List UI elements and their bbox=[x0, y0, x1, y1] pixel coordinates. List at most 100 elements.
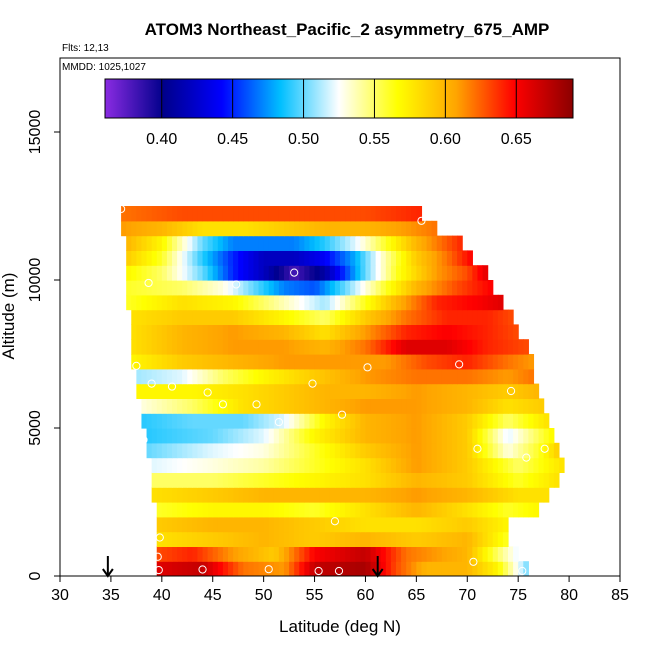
heatmap-cell bbox=[177, 383, 183, 399]
heatmap-cell bbox=[126, 280, 132, 296]
heatmap-cell bbox=[161, 206, 168, 222]
heatmap-cell bbox=[314, 457, 321, 473]
heatmap-cell bbox=[370, 206, 377, 222]
heatmap-cell bbox=[258, 546, 265, 562]
heatmap-cell bbox=[416, 368, 423, 385]
heatmap-cell bbox=[426, 472, 433, 488]
heatmap-cell bbox=[166, 398, 173, 414]
heatmap-cell bbox=[518, 368, 524, 385]
heatmap-cell bbox=[238, 265, 244, 281]
heatmap-cell bbox=[340, 206, 346, 222]
heatmap-cell bbox=[253, 487, 260, 503]
heatmap-cell bbox=[243, 398, 249, 414]
heatmap-cell bbox=[217, 250, 224, 266]
heatmap-cell bbox=[396, 294, 402, 311]
heatmap-cell bbox=[222, 502, 229, 518]
heatmap-cell bbox=[345, 220, 351, 237]
heatmap-cell bbox=[197, 309, 204, 325]
heatmap-cell bbox=[146, 428, 153, 444]
heatmap-cell bbox=[401, 457, 407, 473]
heatmap-cell bbox=[457, 368, 463, 385]
heatmap-cell bbox=[467, 531, 473, 547]
heatmap-cell bbox=[513, 442, 519, 459]
heatmap-cell bbox=[487, 546, 494, 562]
heatmap-cell bbox=[197, 561, 204, 576]
heatmap-cell bbox=[340, 383, 346, 399]
heatmap-cell bbox=[396, 368, 402, 385]
heatmap-cell bbox=[141, 280, 148, 296]
heatmap-cell bbox=[390, 428, 397, 444]
heatmap-cell bbox=[309, 324, 316, 340]
heatmap-cell bbox=[243, 280, 249, 296]
heatmap-cell bbox=[380, 383, 387, 399]
heatmap-cell bbox=[431, 531, 438, 547]
heatmap-cell bbox=[294, 250, 300, 266]
heatmap-cell bbox=[370, 428, 377, 444]
heatmap-cell bbox=[319, 413, 326, 429]
heatmap-cell bbox=[385, 368, 392, 385]
heatmap-cell bbox=[523, 561, 529, 576]
heatmap-cell bbox=[370, 398, 377, 414]
heatmap-cell bbox=[141, 309, 148, 325]
heatmap-cell bbox=[156, 368, 163, 385]
heatmap-cell bbox=[365, 457, 372, 473]
sample-point bbox=[522, 453, 531, 462]
heatmap-cell bbox=[314, 516, 321, 533]
heatmap-cell bbox=[329, 531, 336, 547]
heatmap-cell bbox=[329, 339, 336, 355]
heatmap-cell bbox=[487, 413, 494, 429]
heatmap-cell bbox=[401, 235, 407, 251]
heatmap-cell bbox=[441, 250, 448, 266]
heatmap-cell bbox=[299, 235, 305, 251]
heatmap-cell bbox=[390, 398, 397, 414]
heatmap-cell bbox=[482, 442, 489, 459]
heatmap-cell bbox=[416, 280, 423, 296]
heatmap-cell bbox=[233, 561, 239, 576]
heatmap-cell bbox=[156, 457, 163, 473]
heatmap-cell bbox=[380, 265, 387, 281]
heatmap-cell bbox=[284, 472, 290, 488]
heatmap-cell bbox=[375, 442, 382, 459]
heatmap-cell bbox=[151, 220, 158, 237]
heatmap-cell bbox=[355, 487, 361, 503]
heatmap-cell bbox=[212, 354, 219, 370]
heatmap-cell bbox=[258, 531, 265, 547]
heatmap-cell bbox=[380, 280, 387, 296]
heatmap-cell bbox=[207, 472, 214, 488]
heatmap-cell bbox=[426, 339, 433, 355]
heatmap-cell bbox=[273, 561, 280, 576]
heatmap-cell bbox=[156, 235, 163, 251]
heatmap-cell bbox=[385, 457, 392, 473]
sample-point bbox=[264, 565, 273, 574]
heatmap-cell bbox=[441, 294, 448, 311]
heatmap-cell bbox=[161, 502, 168, 518]
heatmap-cell bbox=[441, 265, 448, 281]
heatmap-cell bbox=[329, 309, 336, 325]
heatmap-cell bbox=[304, 502, 311, 518]
heatmap-cell bbox=[467, 428, 473, 444]
heatmap-cell bbox=[273, 457, 280, 473]
heatmap-cell bbox=[350, 502, 356, 518]
heatmap-cell bbox=[146, 220, 153, 237]
heatmap-cell bbox=[375, 502, 382, 518]
heatmap-cell bbox=[294, 502, 300, 518]
heatmap-cell bbox=[380, 206, 387, 222]
heatmap-cell bbox=[268, 294, 275, 311]
heatmap-cell bbox=[446, 309, 453, 325]
heatmap-cell bbox=[385, 472, 392, 488]
heatmap-cell bbox=[289, 265, 295, 281]
heatmap-cell bbox=[238, 206, 244, 222]
heatmap-cell bbox=[334, 250, 341, 266]
heatmap-cell bbox=[355, 502, 361, 518]
heatmap-cell bbox=[121, 206, 127, 222]
heatmap-cell bbox=[452, 265, 458, 281]
heatmap-cell bbox=[238, 324, 244, 340]
sample-point bbox=[252, 400, 261, 409]
heatmap-cell bbox=[314, 220, 321, 237]
heatmap-cell bbox=[284, 309, 290, 325]
heatmap-cell bbox=[197, 324, 204, 340]
heatmap-cell bbox=[355, 354, 361, 370]
heatmap-cell bbox=[172, 250, 178, 266]
heatmap-cell bbox=[523, 457, 529, 473]
sample-point bbox=[518, 566, 527, 576]
